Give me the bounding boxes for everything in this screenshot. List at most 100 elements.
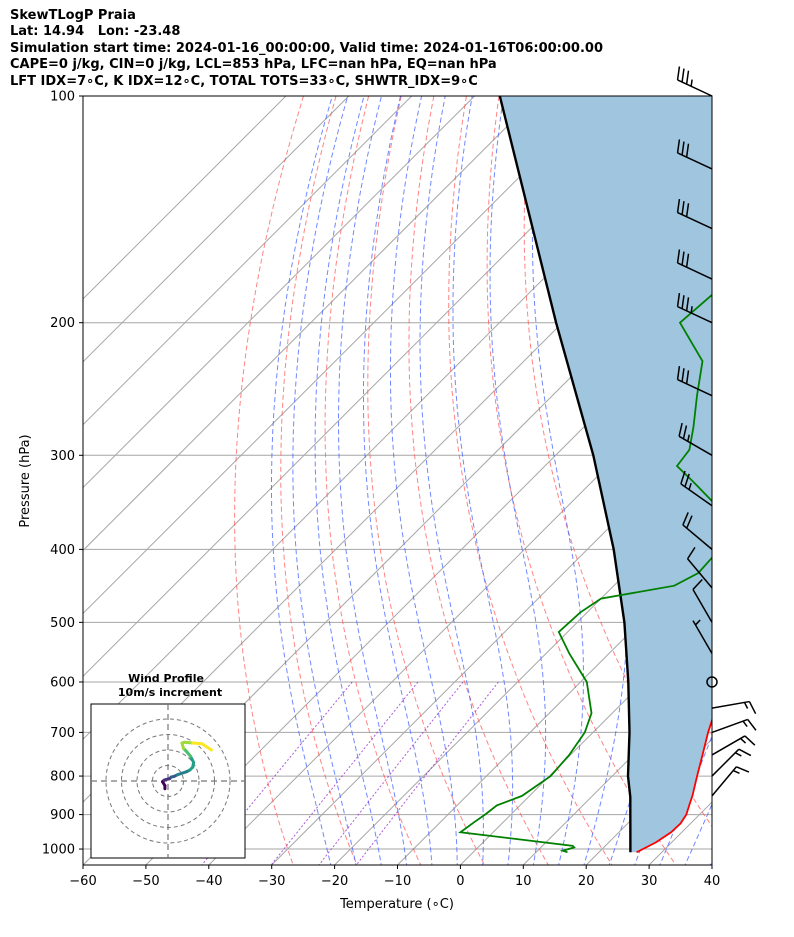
barb-shaft [677,378,713,397]
barb-shaft [711,718,748,734]
y-axis-label: Pressure (hPa) [18,434,33,527]
location-line: Lat: 14.94 Lon: -23.48 [10,24,181,40]
y-axis: 100 200 300 400 500 600 700 800 900 1000 [42,90,83,858]
barb-full [676,249,681,264]
wind-barb [711,735,756,756]
wind-barb [686,546,713,589]
barb-full [744,735,756,746]
dry-adiabat [234,96,304,865]
moist-adiabat [292,96,357,865]
y-tick-label: 500 [50,616,75,631]
y-tick-label: 400 [50,543,75,558]
barb-full [685,143,690,158]
isotherm [397,549,712,865]
x-axis: −60 −50 −40 −30 −20 −10 0 10 20 30 40 [69,865,720,889]
y-tick-label: 900 [50,808,75,823]
y-tick-label: 600 [50,675,75,690]
barb-full [676,198,681,213]
hodograph-track [161,740,213,791]
moist-adiabat [709,860,712,865]
x-axis-label: Temperature (∘C) [339,897,454,912]
moist-adiabat [684,803,712,865]
barb-full [692,578,703,590]
x-tick-label: 30 [641,874,658,889]
inset-title: Wind Profile [128,672,204,685]
moist-adiabat [363,96,433,865]
x-tick-label: −40 [195,874,222,889]
index-line: LFT IDX=7∘C, K IDX=12∘C, TOTAL TOTS=33∘C… [10,73,478,89]
wind-barb [711,748,752,777]
barb-full [685,203,690,217]
barb-full [686,515,693,529]
barb-full [685,297,690,311]
chart-title: SkewTLogP Praia [10,8,136,23]
barb-half [688,482,692,490]
temperature-line [636,717,712,854]
moist-adiabat [338,96,408,865]
chart-header: SkewTLogP Praia Lat: 14.94 Lon: -23.48 S… [10,8,603,90]
moist-adiabat [452,96,514,865]
barb-shaft [686,558,713,589]
wind-barb [711,718,757,734]
wind-barb [676,249,713,280]
barb-half [687,434,691,442]
mixing-ratio-line [355,681,499,865]
isotherm [83,96,350,363]
barb-shaft [677,305,713,324]
dry-adiabat [448,96,613,865]
y-tick-label: 300 [50,449,75,464]
barb-full [684,473,690,488]
isotherm [711,864,712,865]
inset-rings [91,704,245,858]
barb-full [681,251,685,266]
barb-full [678,422,683,437]
wind-barb [678,422,713,456]
hodograph-segment [205,745,213,752]
barb-full [685,370,690,384]
x-tick-label: 10 [515,874,532,889]
wind-barbs [676,66,757,797]
barb-full [748,701,757,715]
wind-barb [682,512,713,550]
x-tick-label: −20 [321,874,348,889]
parcel-profile-line [498,96,632,853]
barb-shaft [677,79,713,97]
barb-half [690,306,693,314]
wind-barb [676,66,713,97]
wind-barb [692,578,713,623]
barb-full [676,66,681,81]
x-tick-label: −60 [69,874,96,889]
y-tick-label: 700 [50,726,75,741]
barb-half [740,737,747,744]
isotherm [208,361,712,865]
x-tick-label: 0 [456,874,464,889]
barb-half [732,769,740,774]
isotherm [334,486,712,865]
wind-barb [680,470,713,507]
barb-full [676,366,681,380]
barb-full [681,68,685,83]
inset-subtitle: 10m/s increment [118,686,222,699]
wind-barb [676,366,713,397]
y-tick-label: 200 [50,316,75,331]
cape-line: CAPE=0 j/kg, CIN=0 j/kg, LCL=853 hPa, LF… [10,57,497,73]
barb-full [736,766,750,773]
calm-circle [706,676,718,688]
wind-barb [692,619,713,654]
barb-half [734,752,742,757]
time-line: Simulation start time: 2024-01-16_00:00:… [10,40,603,56]
wind-barb [676,293,713,324]
barb-half [690,79,693,87]
wind-barb [711,700,757,715]
wind-barb [676,139,713,170]
barb-shaft [692,620,713,654]
barb-full [676,139,681,154]
x-tick-label: 20 [578,874,595,889]
barb-full [685,253,690,268]
dry-adiabat [408,96,549,865]
x-tick-label: −10 [384,874,411,889]
barb-half [694,619,701,626]
moist-adiabat [389,96,458,865]
barb-full [682,425,688,439]
dry-adiabat [727,96,794,868]
